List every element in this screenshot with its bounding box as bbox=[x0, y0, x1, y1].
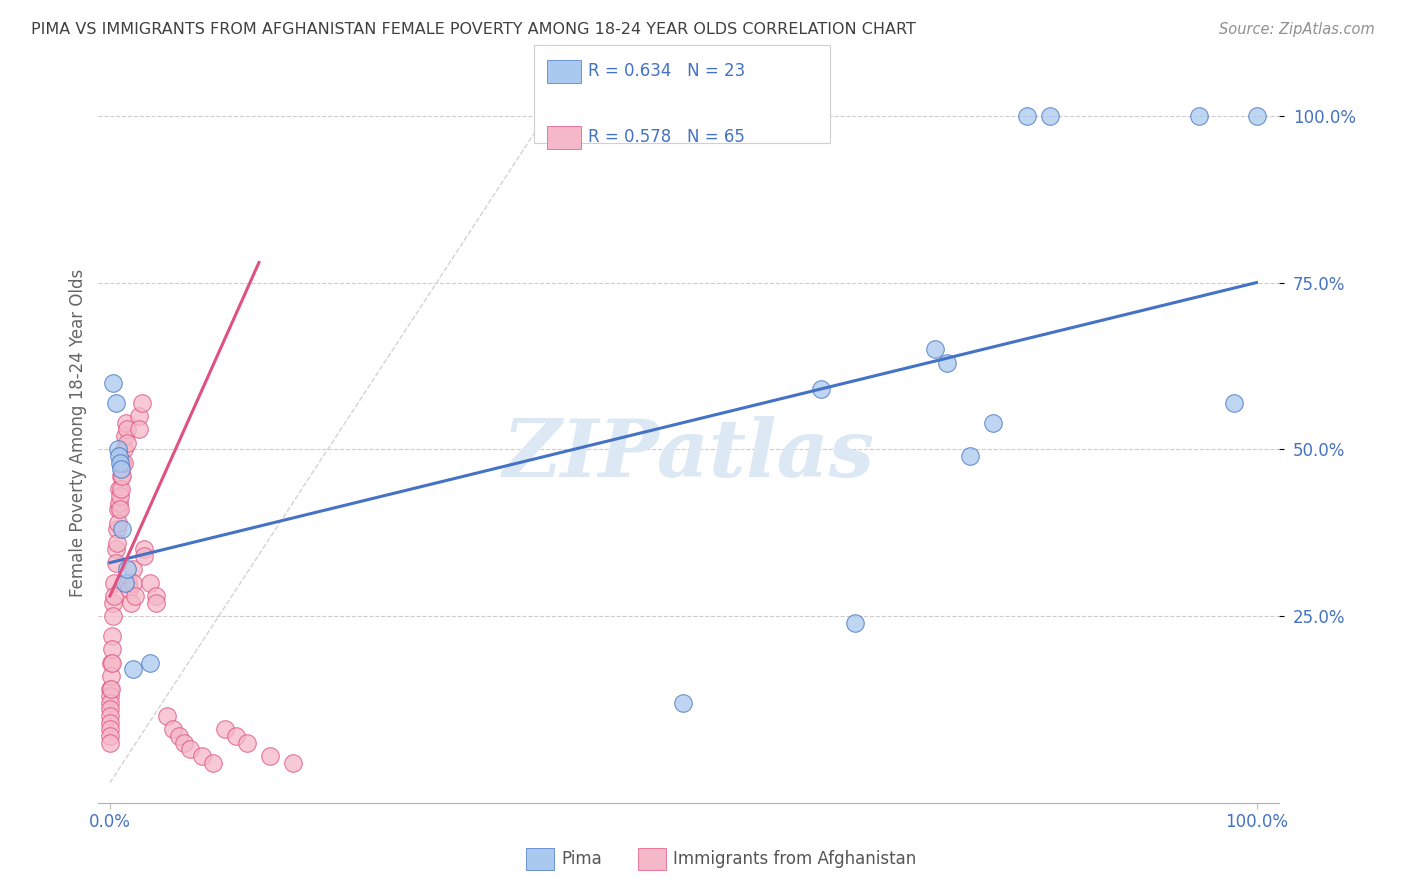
Point bbox=[103, 596, 125, 610]
Point bbox=[110, 469, 132, 483]
Point bbox=[236, 736, 259, 750]
Point bbox=[121, 662, 143, 676]
Point bbox=[179, 742, 201, 756]
Point bbox=[111, 522, 134, 536]
Point bbox=[103, 575, 125, 590]
Point bbox=[145, 589, 167, 603]
Point bbox=[115, 416, 138, 430]
Text: Immigrants from Afghanistan: Immigrants from Afghanistan bbox=[673, 850, 917, 868]
Point bbox=[112, 456, 135, 470]
Point bbox=[103, 376, 125, 390]
Point bbox=[981, 416, 1004, 430]
Point bbox=[145, 596, 167, 610]
Point bbox=[105, 522, 128, 536]
Text: R = 0.578   N = 65: R = 0.578 N = 65 bbox=[588, 128, 745, 146]
Point bbox=[128, 409, 150, 423]
Point bbox=[101, 642, 124, 657]
Point bbox=[1188, 109, 1211, 123]
Point bbox=[98, 709, 121, 723]
Point bbox=[124, 589, 146, 603]
Point bbox=[128, 422, 150, 436]
Point bbox=[110, 483, 132, 497]
Point bbox=[283, 756, 305, 770]
Point bbox=[924, 343, 946, 357]
Point bbox=[100, 669, 122, 683]
Point bbox=[202, 756, 225, 770]
Point bbox=[844, 615, 866, 630]
Point bbox=[111, 456, 134, 470]
Text: Pima: Pima bbox=[561, 850, 602, 868]
Point bbox=[108, 483, 131, 497]
Point bbox=[105, 535, 128, 549]
Point bbox=[121, 575, 143, 590]
Point bbox=[115, 562, 138, 576]
Point bbox=[98, 702, 121, 716]
Text: ZIPatlas: ZIPatlas bbox=[503, 416, 875, 493]
Text: R = 0.634   N = 23: R = 0.634 N = 23 bbox=[588, 62, 745, 80]
Point bbox=[100, 656, 122, 670]
Point bbox=[98, 715, 121, 730]
Point bbox=[1039, 109, 1062, 123]
Point bbox=[107, 502, 129, 516]
Point bbox=[134, 549, 156, 563]
Point bbox=[104, 395, 127, 409]
Point bbox=[104, 542, 127, 557]
Point bbox=[131, 395, 153, 409]
Point bbox=[100, 682, 122, 697]
Point bbox=[162, 723, 184, 737]
Point bbox=[107, 516, 129, 530]
Point bbox=[111, 469, 134, 483]
Point bbox=[98, 689, 121, 703]
Point bbox=[156, 709, 179, 723]
Point bbox=[98, 696, 121, 710]
Point bbox=[214, 723, 236, 737]
Point bbox=[259, 749, 281, 764]
Point bbox=[1222, 395, 1244, 409]
Point bbox=[959, 449, 981, 463]
Point bbox=[121, 562, 143, 576]
Point bbox=[672, 696, 695, 710]
Point bbox=[108, 502, 131, 516]
Point bbox=[134, 542, 156, 557]
Point bbox=[107, 442, 129, 457]
Point bbox=[101, 656, 124, 670]
Point bbox=[167, 729, 190, 743]
Point bbox=[103, 589, 125, 603]
Point bbox=[115, 435, 138, 450]
Point bbox=[190, 749, 212, 764]
Y-axis label: Female Poverty Among 18-24 Year Olds: Female Poverty Among 18-24 Year Olds bbox=[69, 268, 87, 597]
Point bbox=[110, 462, 132, 476]
Point bbox=[225, 729, 247, 743]
Point bbox=[115, 422, 138, 436]
Text: PIMA VS IMMIGRANTS FROM AFGHANISTAN FEMALE POVERTY AMONG 18-24 YEAR OLDS CORRELA: PIMA VS IMMIGRANTS FROM AFGHANISTAN FEMA… bbox=[31, 22, 915, 37]
Point bbox=[810, 382, 832, 396]
Point bbox=[98, 723, 121, 737]
Point bbox=[104, 556, 127, 570]
Point bbox=[935, 355, 957, 369]
Point bbox=[98, 682, 121, 697]
Point bbox=[108, 489, 131, 503]
Point bbox=[108, 496, 131, 510]
Point bbox=[101, 629, 124, 643]
Point bbox=[103, 609, 125, 624]
Point bbox=[139, 656, 162, 670]
Point bbox=[108, 449, 131, 463]
Point bbox=[98, 736, 121, 750]
Point bbox=[98, 729, 121, 743]
Point bbox=[1246, 109, 1268, 123]
Point bbox=[114, 575, 136, 590]
Point bbox=[112, 442, 135, 457]
Point bbox=[117, 575, 139, 590]
Point bbox=[118, 582, 141, 597]
Point bbox=[139, 575, 162, 590]
Point bbox=[173, 736, 195, 750]
Text: Source: ZipAtlas.com: Source: ZipAtlas.com bbox=[1219, 22, 1375, 37]
Point bbox=[114, 429, 136, 443]
Point bbox=[108, 456, 131, 470]
Point bbox=[1017, 109, 1039, 123]
Point bbox=[120, 596, 142, 610]
